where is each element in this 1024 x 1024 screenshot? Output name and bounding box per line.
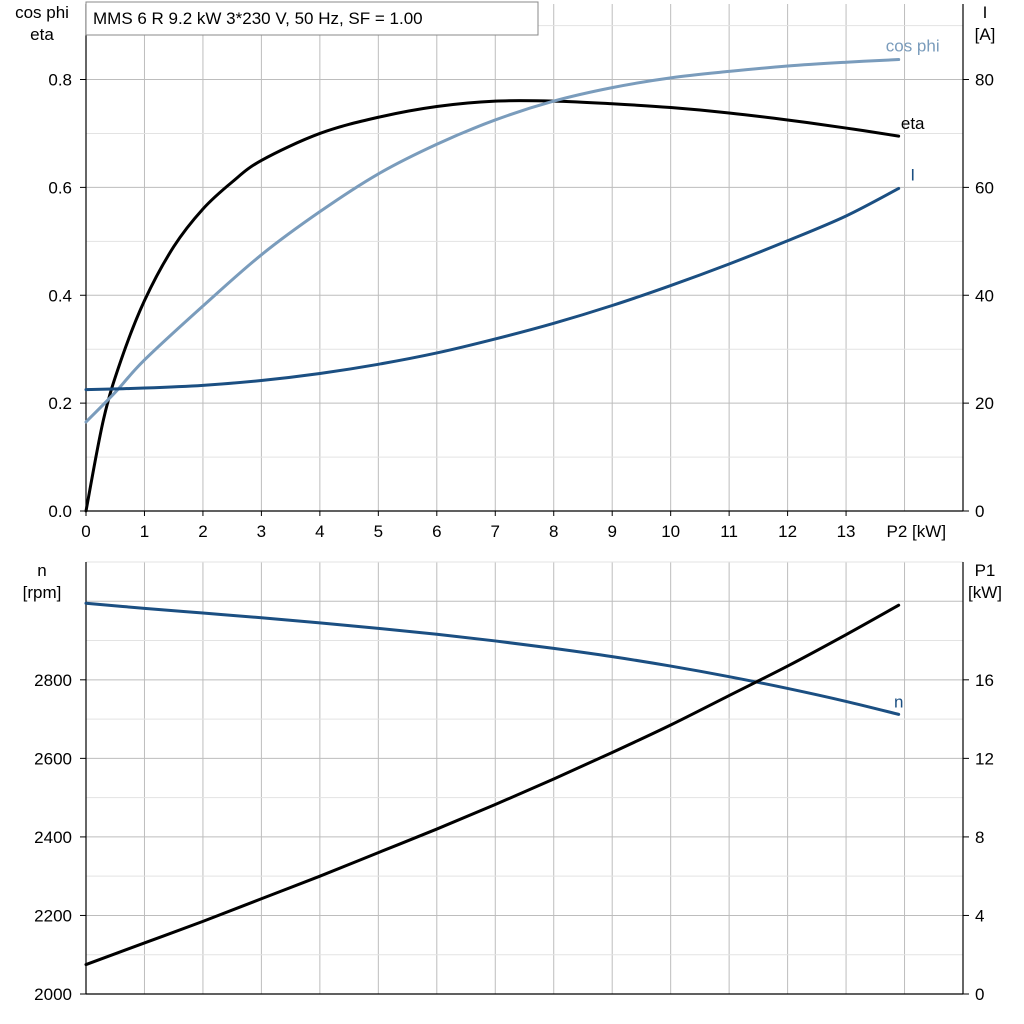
series-line-n bbox=[84, 601, 901, 716]
right-tick-label: 0 bbox=[975, 502, 984, 521]
left-tick-label: 2200 bbox=[34, 906, 72, 925]
left-axis-title: [rpm] bbox=[23, 583, 62, 602]
right-tick-label: 8 bbox=[975, 828, 984, 847]
right-tick-label: 60 bbox=[975, 178, 994, 197]
right-tick-label: 0 bbox=[975, 985, 984, 1004]
x-tick-label: 4 bbox=[315, 522, 324, 541]
left-tick-label: 0.0 bbox=[48, 502, 72, 521]
x-tick-label: 13 bbox=[837, 522, 856, 541]
x-tick-label: 0 bbox=[81, 522, 90, 541]
left-tick-label: 2800 bbox=[34, 671, 72, 690]
right-tick-label: 4 bbox=[975, 906, 984, 925]
series-label-n: n bbox=[894, 692, 903, 711]
right-tick-label: 40 bbox=[975, 286, 994, 305]
left-axis-title: n bbox=[37, 561, 46, 580]
curves-layer bbox=[84, 58, 901, 967]
x-tick-label: 7 bbox=[491, 522, 500, 541]
series-line-i bbox=[84, 186, 901, 392]
left-tick-label: 0.6 bbox=[48, 178, 72, 197]
x-tick-label: 5 bbox=[374, 522, 383, 541]
series-line-p1 bbox=[84, 603, 901, 967]
x-tick-label: 11 bbox=[720, 522, 738, 541]
right-axis-title: [kW] bbox=[968, 583, 1002, 602]
left-tick-label: 0.8 bbox=[48, 71, 72, 90]
x-tick-label: 9 bbox=[607, 522, 616, 541]
bottom-plot-grid bbox=[85, 561, 964, 995]
x-tick-label: 8 bbox=[549, 522, 558, 541]
x-tick-label: 6 bbox=[432, 522, 441, 541]
series-line-cos-phi bbox=[84, 58, 901, 424]
left-tick-label: 2000 bbox=[34, 985, 72, 1004]
left-axis-title: cos phi bbox=[15, 3, 69, 22]
x-tick-label: 1 bbox=[140, 522, 149, 541]
right-tick-label: 80 bbox=[975, 71, 994, 90]
title-text: MMS 6 R 9.2 kW 3*230 V, 50 Hz, SF = 1.00 bbox=[93, 9, 423, 28]
left-tick-label: 2600 bbox=[34, 749, 72, 768]
series-label-eta: eta bbox=[901, 114, 925, 133]
left-tick-label: 0.2 bbox=[48, 394, 72, 413]
left-axis-title: eta bbox=[30, 25, 54, 44]
series-label-i: I bbox=[910, 165, 915, 184]
right-axis-title: [A] bbox=[975, 25, 996, 44]
right-tick-label: 20 bbox=[975, 394, 994, 413]
series-label-cos-phi: cos phi bbox=[886, 37, 940, 56]
right-axis-title: I bbox=[983, 3, 988, 22]
right-axis-title: P1 bbox=[975, 561, 996, 580]
left-tick-label: 0.4 bbox=[48, 286, 72, 305]
left-tick-label: 2400 bbox=[34, 828, 72, 847]
x-tick-label: 3 bbox=[257, 522, 266, 541]
series-line-eta bbox=[84, 99, 901, 513]
title-box bbox=[85, 1, 539, 36]
x-tick-label: 2 bbox=[198, 522, 207, 541]
right-tick-label: 12 bbox=[975, 749, 994, 768]
right-tick-label: 16 bbox=[975, 671, 994, 690]
top-plot-grid bbox=[85, 4, 964, 512]
x-tick-label: 10 bbox=[661, 522, 680, 541]
x-axis-label: P2 [kW] bbox=[887, 522, 947, 541]
x-tick-label: 12 bbox=[778, 522, 797, 541]
